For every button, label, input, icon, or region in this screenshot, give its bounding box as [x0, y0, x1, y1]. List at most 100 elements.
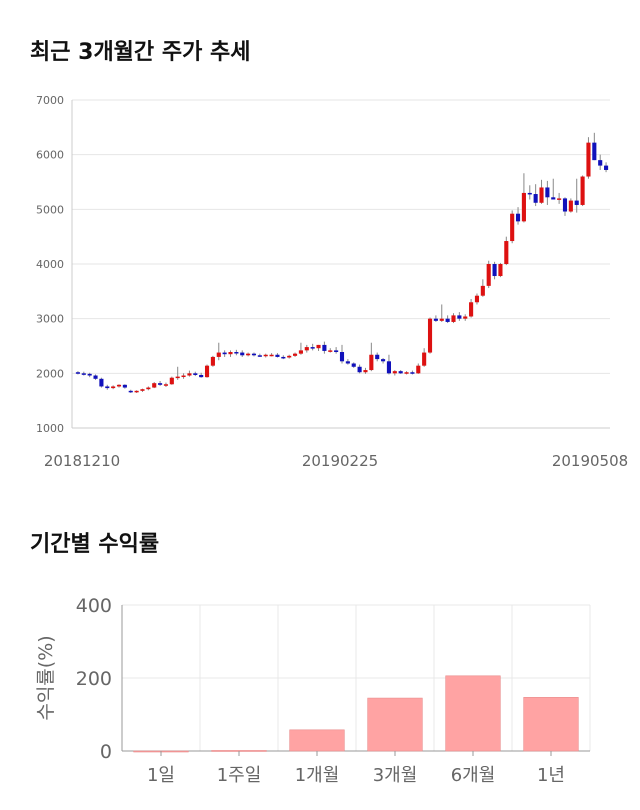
candle-body	[445, 318, 450, 322]
candle-body	[533, 194, 538, 203]
candle-body	[551, 197, 556, 200]
candle-body	[246, 353, 251, 356]
candle-body	[574, 200, 579, 205]
candle-body	[105, 386, 110, 389]
candle-body	[334, 350, 339, 353]
candle-body	[351, 363, 356, 367]
candle-body	[187, 373, 192, 376]
y-tick-label: 6000	[36, 149, 64, 162]
candle-body	[210, 356, 215, 366]
candle-body	[269, 354, 274, 357]
candle-body	[169, 377, 174, 385]
candle-body	[158, 383, 163, 385]
candle-body	[251, 353, 257, 356]
x-tick-label: 1일	[147, 765, 175, 786]
candle-body	[557, 198, 562, 200]
candle-body	[562, 198, 568, 212]
candle-body	[287, 355, 292, 358]
candle-body	[240, 352, 245, 356]
candle-body	[510, 213, 515, 242]
candle-body	[316, 344, 321, 349]
candle-body	[275, 354, 280, 357]
candle-body	[298, 350, 303, 354]
candle-body	[310, 347, 315, 349]
candle-body	[228, 352, 233, 355]
candle-body	[521, 192, 526, 222]
candle-body	[545, 187, 550, 198]
candle-body	[392, 371, 397, 374]
candle-body	[592, 142, 597, 161]
candle-body	[515, 213, 521, 222]
candle-body	[598, 160, 603, 166]
candle-body	[293, 353, 298, 356]
y-tick-label: 7000	[36, 94, 64, 107]
price-chart-title: 최근 3개월간 주가 추세	[30, 40, 251, 65]
candle-body	[504, 241, 509, 264]
candle-body	[363, 370, 368, 373]
candle-body	[486, 264, 491, 286]
candle-body	[222, 352, 227, 355]
candle-body	[322, 344, 327, 351]
y-tick-label: 1000	[36, 422, 64, 435]
candle-body	[386, 361, 391, 374]
x-tick-label: 6개월	[451, 765, 496, 786]
y-tick-label: 3000	[36, 313, 64, 326]
candle-body	[357, 366, 362, 373]
candle-body	[604, 165, 609, 170]
return-bar	[289, 729, 345, 752]
candle-body	[134, 390, 139, 393]
candle-body	[345, 361, 350, 364]
y-tick-label: 5000	[36, 203, 64, 216]
candle-body	[410, 372, 415, 374]
candle-body	[175, 376, 180, 379]
candle-body	[586, 142, 591, 177]
candle-body	[304, 347, 309, 351]
price-candlestick-chart: 1000 2000 3000 4000 5000 6000 7000 20181210 2019…	[36, 94, 628, 470]
candle-body	[339, 352, 345, 362]
candle-body	[328, 350, 333, 352]
y-tick-label: 4000	[36, 258, 64, 271]
candle-body	[427, 318, 433, 353]
candle-body	[204, 365, 210, 378]
candle-body	[111, 386, 116, 389]
candle-body	[416, 365, 421, 374]
candle-body	[234, 352, 239, 354]
returns-chart-title: 기간별 수익률	[30, 532, 160, 557]
candle-body	[369, 354, 374, 371]
candle-body	[439, 318, 444, 321]
candle-body	[87, 373, 92, 376]
candle-body	[539, 187, 544, 203]
candle-body	[93, 375, 98, 379]
candle-body	[122, 384, 127, 388]
candle-body	[375, 354, 380, 360]
candle-body	[257, 355, 262, 357]
candle-body	[457, 315, 462, 319]
candle-body	[81, 373, 86, 375]
candle-body	[140, 389, 145, 391]
candle-body	[469, 302, 474, 317]
return-bar	[523, 697, 579, 752]
y-tick-label: 0	[100, 741, 112, 763]
y-axis-label: 수익률(%)	[35, 635, 57, 720]
y-tick-label: 2000	[36, 367, 64, 380]
candle-body	[492, 264, 497, 277]
y-tick-label: 200	[76, 668, 112, 690]
candle-body	[128, 390, 133, 393]
candle-body	[381, 359, 386, 362]
candle-body	[99, 378, 104, 387]
candle-body	[527, 192, 532, 195]
x-tick-label: 1개월	[295, 765, 340, 786]
candle-body	[398, 371, 403, 374]
candle-body	[281, 356, 286, 359]
y-tick-label: 400	[76, 595, 112, 617]
x-tick-label: 20190508	[552, 452, 628, 470]
candle-body	[199, 374, 204, 378]
candle-body	[75, 372, 80, 374]
candle-body	[433, 318, 438, 321]
candle-body	[163, 384, 169, 386]
candle-body	[181, 375, 186, 378]
x-tick-label: 20181210	[44, 452, 120, 470]
x-tick-label: 1주일	[217, 765, 262, 786]
candle-body	[451, 315, 456, 322]
candle-body	[474, 295, 480, 303]
